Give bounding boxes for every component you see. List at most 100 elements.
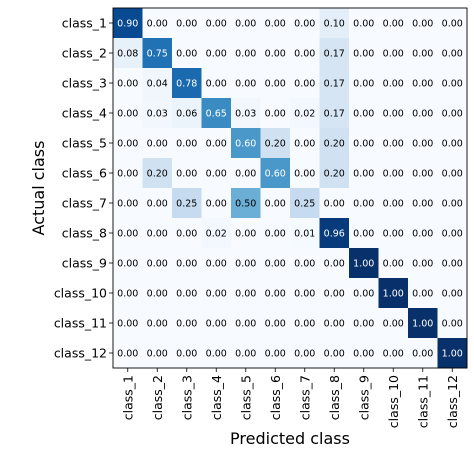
cell-value-label: 0.00 [206,318,227,329]
cell-value-label: 0.00 [442,78,463,89]
heatmap-cell [260,158,291,189]
heatmap-cell [408,188,438,219]
heatmap-cell [260,8,291,39]
heatmap-cell [231,158,261,189]
heatmap-cell [349,278,379,309]
cell-value-label: 0.00 [353,228,374,239]
cell-value-label: 0.00 [265,348,286,359]
cell-value-label: 0.60 [265,168,286,179]
heatmap-cell [172,218,202,249]
cell-value-label: 0.00 [383,258,404,269]
cell-value-label: 0.00 [147,348,168,359]
cell-value-label: 0.00 [176,48,197,59]
heatmap-cell [378,128,409,159]
heatmap-cell [437,308,468,339]
cell-value-label: 0.25 [176,198,197,209]
heatmap-cell [260,308,291,339]
heatmap-cell [290,158,320,189]
heatmap-cell [408,218,438,249]
heatmap-cell [172,248,202,279]
cell-value-label: 0.00 [294,288,315,299]
cell-value-label: 0.65 [206,108,227,119]
cell-value-label: 0.00 [412,138,433,149]
cell-value-label: 0.00 [383,228,404,239]
x-tick-label: class_6 [268,375,283,420]
heatmap-cell [378,218,409,249]
heatmap-cell [408,308,438,339]
cell-value-label: 0.00 [412,168,433,179]
heatmap-cell [113,188,143,219]
heatmap-cell [290,38,320,69]
cell-value-label: 0.10 [324,18,345,29]
cell-value-label: 0.00 [353,288,374,299]
x-axis-ticks: class_1 class_2 class_3 class_4 class_5 class… [120,368,460,428]
cell-value-label: 0.00 [294,78,315,89]
cell-value-label: 0.00 [412,78,433,89]
heatmap-cell [142,278,173,309]
heatmap-cell [201,218,232,249]
cell-value-label: 0.00 [176,258,197,269]
y-tick-label: class_7 [62,196,107,211]
cell-value-label: 0.00 [412,288,433,299]
x-tick-label: class_10 [386,375,401,428]
cell-value-label: 0.96 [324,228,345,239]
x-tick-label: class_5 [238,375,253,420]
heatmap-cell [437,248,468,279]
x-tick-label: class_1 [120,375,135,420]
heatmap-cell [172,98,202,129]
cell-value-label: 0.00 [117,138,138,149]
heatmap-cell [201,128,232,159]
heatmap-cell [260,98,291,129]
heatmap-cell [319,308,350,339]
heatmap-cell [113,158,143,189]
heatmap-cell [201,98,232,129]
cell-value-label: 0.20 [324,138,345,149]
cell-value-label: 0.00 [412,48,433,59]
heatmap-cell [378,8,409,39]
cell-value-label: 0.04 [147,78,168,89]
cell-value-label: 0.00 [117,348,138,359]
cell-value-label: 0.00 [206,198,227,209]
cell-value-label: 0.00 [294,48,315,59]
heatmap-cell [231,68,261,99]
heatmap-cell [290,128,320,159]
cell-value-label: 0.00 [383,138,404,149]
cell-value-label: 0.00 [176,138,197,149]
heatmap-cell [319,68,350,99]
heatmap-cell [231,308,261,339]
heatmap-cell [260,338,291,369]
heatmap-cell [260,218,291,249]
heatmap-cell [408,68,438,99]
cell-value-label: 1.00 [412,318,433,329]
heatmap-cell [378,308,409,339]
cell-value-label: 0.03 [147,108,168,119]
heatmap-cell [408,278,438,309]
heatmap-cell [290,218,320,249]
cell-value-label: 0.00 [294,258,315,269]
cell-value-label: 0.00 [324,258,345,269]
heatmap-cell [408,248,438,279]
heatmap-cell [201,308,232,339]
cell-value-label: 0.00 [117,258,138,269]
cell-value-label: 0.00 [265,288,286,299]
cell-value-label: 0.01 [294,228,315,239]
cell-value-label: 0.00 [383,318,404,329]
cell-value-label: 0.00 [442,318,463,329]
cell-value-label: 0.00 [442,168,463,179]
heatmap-cell [437,98,468,129]
heatmap-cell [349,188,379,219]
heatmap-cell [172,188,202,219]
heatmap-cell [378,278,409,309]
cell-value-label: 0.00 [117,168,138,179]
heatmap-cell [319,98,350,129]
cell-value-label: 0.17 [324,48,345,59]
cell-value-label: 0.02 [294,108,315,119]
cell-value-label: 0.00 [265,198,286,209]
cell-value-label: 0.00 [176,168,197,179]
heatmap-cell [437,68,468,99]
cell-value-label: 0.00 [235,18,256,29]
cell-value-label: 0.17 [324,78,345,89]
heatmap-cell [113,308,143,339]
cell-value-label: 0.00 [147,18,168,29]
cell-value-label: 0.08 [117,48,138,59]
